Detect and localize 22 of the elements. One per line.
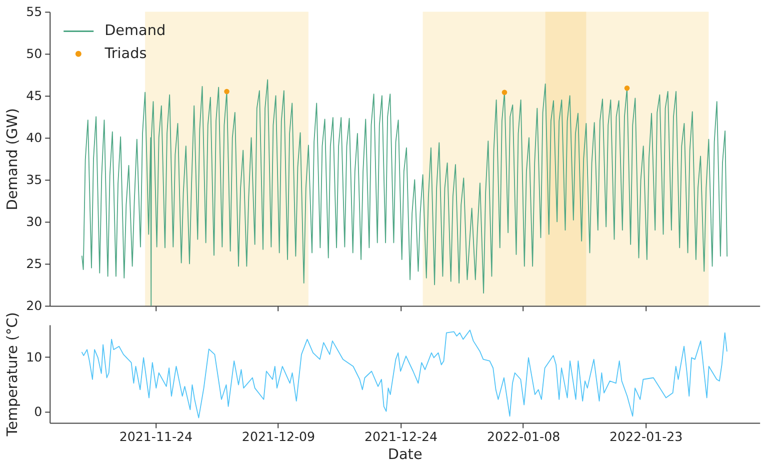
x-tick-label: 2022-01-08 <box>486 429 560 444</box>
x-tick-label: 2021-11-24 <box>119 429 193 444</box>
y-tick-label: 35 <box>26 172 42 188</box>
x-tick-label: 2022-01-23 <box>610 429 683 444</box>
y-tick-label: 0 <box>34 404 42 419</box>
legend-label: Demand <box>104 23 166 40</box>
y-tick-label: 20 <box>26 298 42 314</box>
x-axis-title: Date <box>388 446 422 463</box>
legend-label: Triads <box>104 46 147 62</box>
y-tick-label: 30 <box>26 214 42 230</box>
y-tick-label: 40 <box>26 130 42 146</box>
y-axis-title: Demand (GW) <box>5 108 22 210</box>
x-tick-label: 2021-12-09 <box>242 429 316 444</box>
y-tick-label: 10 <box>26 350 42 365</box>
y-axis-title: Temperature (°C) <box>5 312 22 438</box>
y-tick-label: 55 <box>26 4 42 20</box>
y-tick-label: 45 <box>26 88 42 104</box>
line-series <box>81 330 728 418</box>
x-tick-label: 2021-12-24 <box>364 429 438 444</box>
y-tick-label: 50 <box>26 46 42 62</box>
line-series <box>81 79 728 306</box>
y-tick-label: 25 <box>26 256 42 272</box>
